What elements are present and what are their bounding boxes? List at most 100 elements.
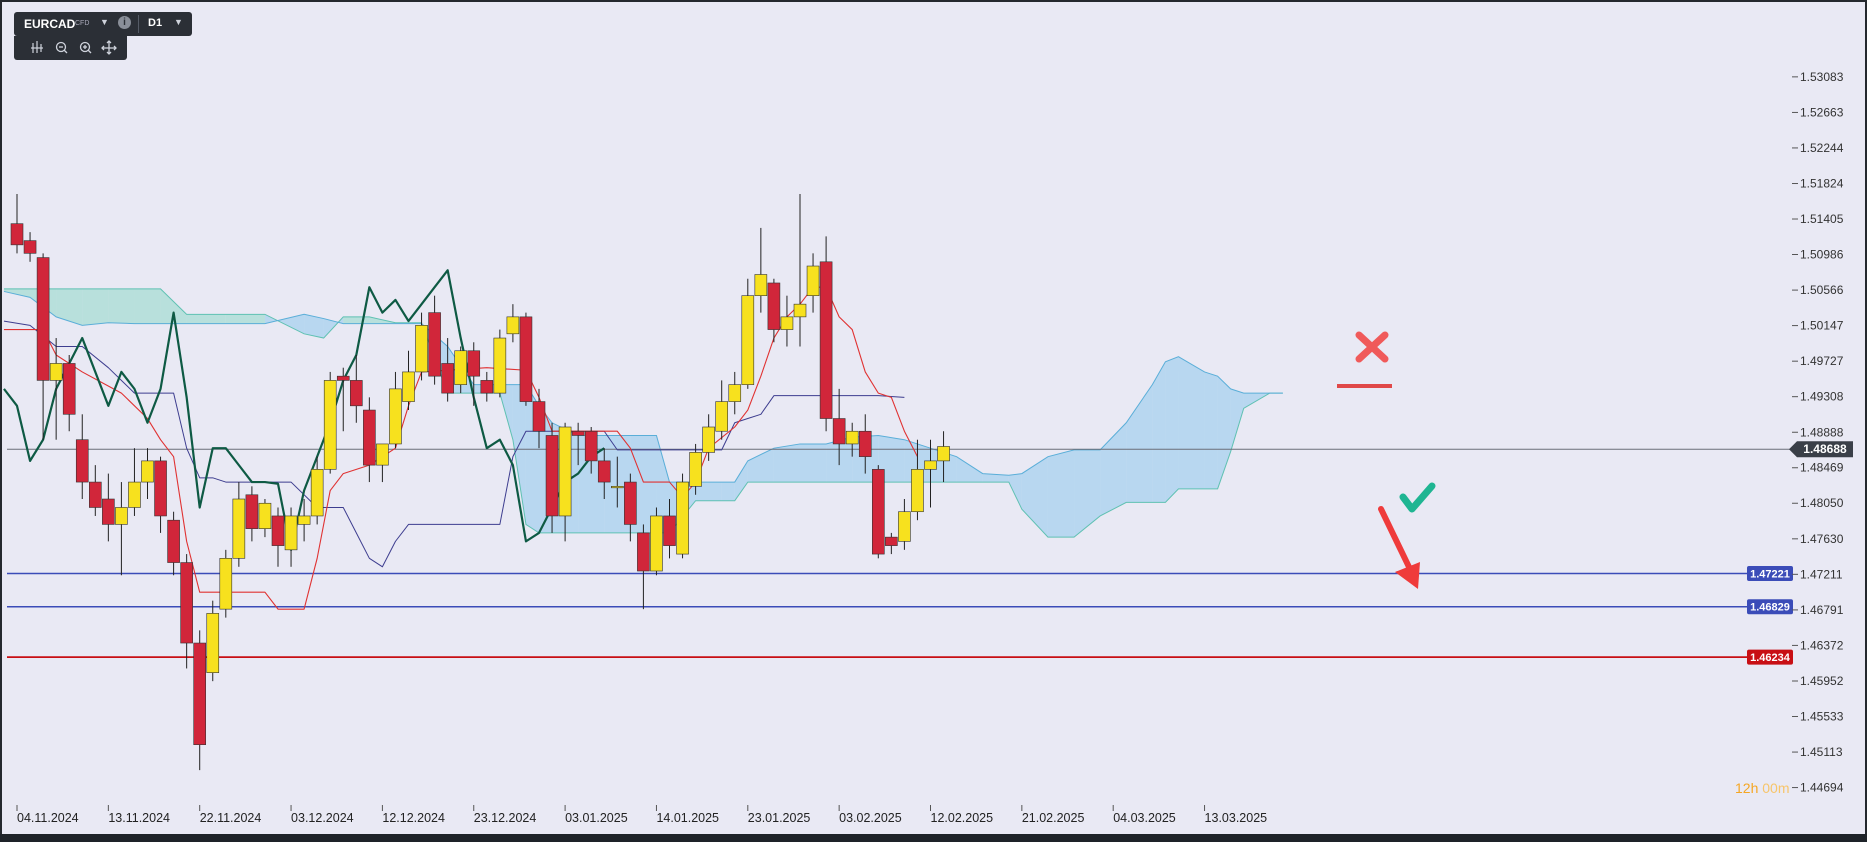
candle-body (415, 325, 428, 373)
candle-body (871, 469, 885, 555)
cloud-segment (1074, 449, 1101, 538)
price-level-label: 1.48688 (1803, 442, 1847, 456)
candle-body (637, 532, 650, 572)
symbol-name[interactable]: EURCAD (24, 17, 76, 31)
candle-body (885, 536, 898, 546)
candle-body (780, 316, 794, 330)
candle-body (349, 380, 363, 407)
candle-body (519, 316, 533, 402)
cloud-segment (186, 314, 226, 324)
candle-body (650, 515, 663, 572)
candle-body (898, 511, 911, 542)
price-level-label-bg (1747, 649, 1793, 665)
time-tick-label: 03.01.2025 (565, 811, 628, 825)
candle-body (597, 460, 611, 483)
price-level-label-bg (1747, 599, 1793, 615)
chevron-down-icon[interactable]: ▼ (174, 17, 183, 27)
zoom-out-icon[interactable] (55, 41, 68, 54)
time-axis[interactable]: 04.11.2024 13.11.2024 22.11.2024 03.12.2024… (16, 805, 1268, 825)
cloud-segment (1178, 356, 1205, 489)
price-tick-label: 1.48469 (1800, 461, 1844, 475)
price-tick-label: 1.50566 (1800, 283, 1844, 297)
price-tick-label: 1.45952 (1800, 674, 1844, 688)
candle-body (389, 388, 402, 445)
candle-body (206, 613, 220, 673)
price-tick-label: 1.47630 (1800, 532, 1844, 546)
candle-body (180, 562, 193, 644)
candlesticks (10, 194, 950, 771)
price-tick-label: 1.52244 (1800, 141, 1844, 155)
cross-mark-icon (1355, 331, 1389, 363)
candle-body (102, 498, 115, 525)
chikou-span-line (3, 269, 605, 551)
price-tick-label: 1.51405 (1800, 212, 1844, 226)
cloud-segment (773, 443, 800, 483)
candle-body (715, 401, 729, 432)
price-tick-label: 1.45533 (1800, 709, 1844, 723)
cloud-segment (1008, 473, 1022, 510)
price-axis[interactable]: 1.53083 1.52663 1.52244 1.51824 1.51405 1.509… (1792, 70, 1844, 795)
candle-body (62, 363, 76, 415)
cloud-segment (134, 288, 161, 324)
candle-body (428, 312, 441, 377)
current-price-label-bg (1789, 441, 1853, 458)
candle-body (819, 261, 833, 419)
candle-body (115, 507, 128, 525)
cloud-segment (108, 288, 135, 324)
candle-body (10, 223, 24, 246)
candle-body (532, 401, 546, 432)
price-tick-label: 1.49727 (1800, 354, 1844, 368)
chevron-down-icon[interactable]: ▼ (100, 17, 109, 27)
candle-body (154, 460, 167, 517)
price-tick-label: 1.52663 (1800, 105, 1844, 119)
down-arrow-head (1395, 562, 1420, 589)
candle-body (49, 363, 63, 381)
candle-body (702, 426, 715, 453)
time-tick-label: 04.11.2024 (17, 811, 79, 825)
info-icon[interactable]: i (118, 16, 131, 29)
cloud-segment (1152, 361, 1166, 503)
bottom-border (0, 834, 1867, 840)
candle-body (858, 430, 872, 457)
candle-body (310, 469, 324, 517)
zoom-in-icon[interactable] (79, 41, 92, 54)
candle-body (506, 316, 520, 335)
time-tick-label: 21.02.2025 (1022, 811, 1085, 825)
cloud-segment (160, 288, 187, 324)
time-tick-label: 23.01.2025 (748, 811, 811, 825)
candle-body (128, 481, 141, 508)
cloud-segment (1047, 449, 1075, 538)
candle-body (911, 469, 924, 513)
cloud-segment (695, 482, 722, 501)
candle-body (284, 515, 298, 551)
candle-body (141, 460, 154, 483)
symbol-toolbar: EURCAD CFD ▼ i D1 ▼ (14, 12, 192, 36)
bar-style-icon[interactable] (31, 41, 43, 53)
time-tick-label: 04.03.2025 (1113, 811, 1176, 825)
crosshair-icon[interactable] (101, 40, 117, 55)
price-tick-label: 1.48050 (1800, 496, 1844, 510)
timeframe-select[interactable]: D1 (148, 17, 163, 29)
cloud-segment (499, 384, 513, 440)
time-tick-label: 13.11.2024 (108, 811, 170, 825)
down-arrow-shaft (1378, 506, 1412, 570)
time-tick-label: 13.03.2025 (1205, 811, 1268, 825)
candle-body (793, 303, 807, 318)
time-tick-label: 12.02.2025 (931, 811, 994, 825)
candle-body (193, 642, 206, 745)
candle-body (767, 282, 781, 330)
time-tick-label: 03.02.2025 (839, 811, 902, 825)
chart-tools-bar (14, 36, 127, 60)
cloud-segment (1021, 456, 1048, 538)
candle-body (832, 418, 846, 445)
candle-body (924, 460, 937, 470)
cloud-segment (1100, 422, 1127, 516)
candle-body (402, 371, 415, 402)
candle-body (363, 409, 376, 466)
candle-body (245, 494, 259, 529)
candle-body (467, 350, 481, 377)
price-tick-label: 1.51824 (1800, 177, 1844, 191)
candle-body (271, 515, 285, 546)
